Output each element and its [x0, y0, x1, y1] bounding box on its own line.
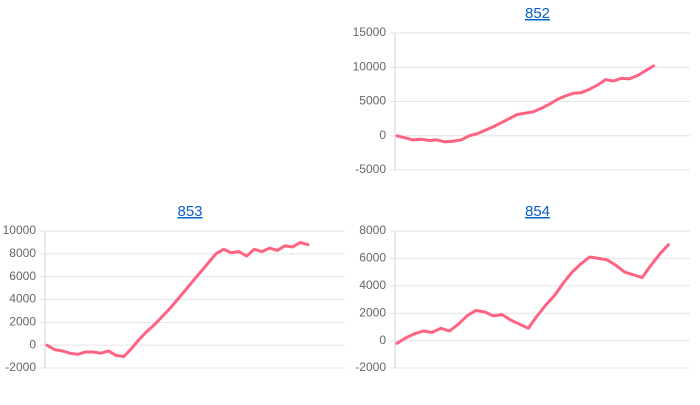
data-line	[395, 64, 656, 144]
y-tick-label: 6000	[359, 251, 386, 265]
chart-title-link[interactable]: 852	[525, 5, 550, 22]
y-tick-label: 10000	[353, 59, 387, 73]
y-tick-label: 4000	[9, 292, 36, 306]
chart: 854 -2000 0 2000 4000 6000 8000	[355, 203, 690, 374]
chart: 852 -5000 0 5000 10000 15000	[353, 5, 690, 176]
y-tick-label: -5000	[355, 162, 386, 176]
y-tick-label: 10000	[3, 223, 37, 237]
y-tick-label: 2000	[9, 315, 36, 329]
chart-title-link[interactable]: 854	[525, 203, 550, 220]
chart: 853 -2000 0 2000 4000 6000 8000 10000	[3, 203, 345, 374]
y-tick-label: 8000	[359, 223, 386, 237]
y-tick-label: 0	[379, 128, 386, 142]
y-tick-label: 2000	[359, 305, 386, 319]
data-line	[395, 243, 670, 345]
y-tick-label: -2000	[355, 360, 386, 374]
y-tick-label: 0	[379, 333, 386, 347]
y-tick-label: 4000	[359, 278, 386, 292]
y-tick-label: -2000	[5, 360, 36, 374]
y-tick-label: 5000	[359, 94, 386, 108]
y-tick-label: 8000	[9, 246, 36, 260]
y-tick-label: 6000	[9, 269, 36, 283]
data-line	[45, 240, 310, 359]
chart-title-link[interactable]: 853	[177, 203, 202, 220]
y-tick-label: 15000	[353, 25, 387, 39]
y-tick-label: 0	[29, 337, 36, 351]
